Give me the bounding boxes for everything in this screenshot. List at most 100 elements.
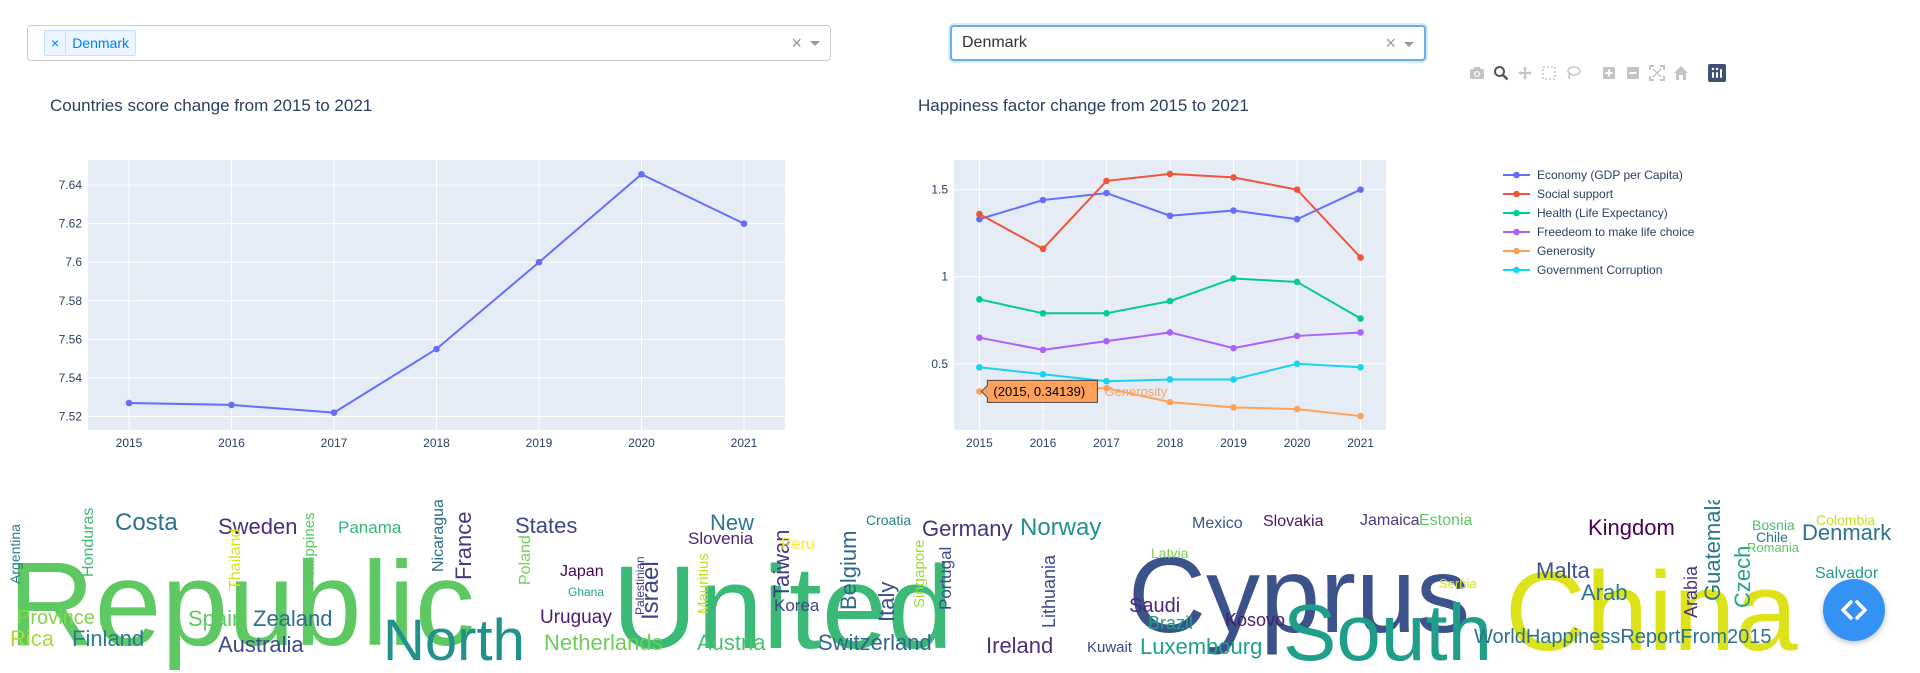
word-cloud-word: Malta bbox=[1536, 558, 1591, 583]
chevron-down-icon[interactable] bbox=[810, 41, 820, 46]
x-tick-label: 2016 bbox=[218, 436, 245, 450]
y-tick-label: 7.64 bbox=[59, 178, 83, 192]
data-point bbox=[1230, 275, 1237, 282]
word-cloud-word: South bbox=[1283, 588, 1492, 673]
selected-country-chip: × Denmark bbox=[44, 30, 136, 56]
word-cloud-word: Arab bbox=[1581, 580, 1627, 605]
hover-box bbox=[980, 379, 1098, 403]
country-select[interactable]: Denmark × bbox=[950, 25, 1426, 61]
x-tick-label: 2018 bbox=[1157, 436, 1184, 450]
reset-axes-icon[interactable] bbox=[1672, 64, 1690, 82]
clear-icon[interactable]: × bbox=[791, 32, 802, 53]
y-tick-label: 1 bbox=[941, 270, 948, 284]
chart-title: Countries score change from 2015 to 2021 bbox=[50, 96, 372, 115]
tick-labels: 2015 2016 2017 2018 2019 2020 2021 7.52 7.54 7.56… bbox=[59, 178, 758, 450]
code-toggle-button[interactable] bbox=[1823, 579, 1885, 641]
zoom-icon[interactable] bbox=[1492, 64, 1510, 82]
data-point bbox=[1230, 174, 1237, 181]
data-point bbox=[976, 215, 983, 223]
hover-tooltip: (2015, 0.34139) Generosity bbox=[980, 379, 1168, 403]
word-cloud-word: Honduras bbox=[80, 508, 97, 577]
data-point bbox=[1357, 315, 1364, 322]
autoscale-icon[interactable] bbox=[1648, 64, 1666, 82]
word-cloud-word: Slovenia bbox=[688, 529, 754, 548]
legend-item-label: Social support bbox=[1537, 187, 1614, 201]
factor-change-chart: Happiness factor change from 2015 to 202… bbox=[918, 96, 1695, 450]
data-point bbox=[1230, 376, 1237, 383]
word-cloud-word: Australia bbox=[218, 632, 304, 657]
word-cloud-word: Republic bbox=[8, 537, 475, 671]
word-cloud-word: Spain bbox=[188, 606, 244, 631]
y-tick-label: 7.6 bbox=[65, 255, 82, 269]
word-cloud-word: Panama bbox=[338, 518, 402, 537]
word-cloud-word: China bbox=[1505, 549, 1798, 673]
data-point bbox=[330, 409, 338, 416]
clear-icon[interactable]: × bbox=[1385, 32, 1396, 53]
word-cloud-word: Rica bbox=[10, 626, 55, 651]
word-cloud-word: Guatemala bbox=[1700, 500, 1725, 601]
word-cloud-word: WorldHappinessReportFrom2015 bbox=[1474, 626, 1772, 648]
box-select-icon[interactable] bbox=[1540, 64, 1558, 82]
score-change-chart: Countries score change from 2015 to 2021… bbox=[50, 96, 785, 450]
data-point bbox=[1230, 344, 1237, 352]
data-point bbox=[976, 334, 983, 341]
chart-title: Happiness factor change from 2015 to 202… bbox=[918, 96, 1249, 115]
legend-swatch-marker bbox=[1513, 266, 1520, 274]
word-cloud-word: Lithuania bbox=[1039, 554, 1059, 628]
word-cloud-word: United bbox=[612, 542, 953, 673]
word-cloud-word: Netherlands bbox=[544, 630, 663, 655]
data-point bbox=[1103, 377, 1110, 385]
legend-item-label: Freedeom to make life choice bbox=[1537, 225, 1695, 239]
word-cloud-word: Slovakia bbox=[1263, 513, 1324, 530]
data-point bbox=[535, 258, 543, 266]
word-cloud-word: Philippines bbox=[301, 512, 318, 585]
series-points bbox=[976, 170, 1364, 420]
word-cloud-word: Palestinian bbox=[633, 556, 647, 615]
legend-item-label: Generosity bbox=[1537, 244, 1595, 258]
word-cloud-word: Japan bbox=[560, 563, 604, 580]
country-multi-select[interactable]: × Denmark × bbox=[27, 25, 831, 61]
data-point bbox=[976, 210, 983, 218]
word-cloud-word: Italy bbox=[874, 582, 899, 622]
pan-icon[interactable] bbox=[1516, 64, 1534, 82]
word-cloud-word: Poland bbox=[517, 535, 534, 585]
word-cloud-word: Cyprus bbox=[1128, 534, 1470, 655]
word-cloud-word: Switzerland bbox=[818, 630, 932, 655]
word-cloud-word: Estonia bbox=[1419, 512, 1472, 529]
data-point bbox=[1166, 297, 1174, 305]
data-point bbox=[1357, 363, 1364, 371]
x-tick-label: 2018 bbox=[423, 436, 450, 450]
word-cloud-word: Ireland bbox=[986, 633, 1053, 658]
legend-item-label: Economy (GDP per Capita) bbox=[1537, 168, 1683, 182]
data-point bbox=[1039, 346, 1047, 354]
zoom-out-icon[interactable] bbox=[1624, 64, 1642, 82]
word-cloud-word: Peru bbox=[781, 536, 815, 553]
remove-chip-icon[interactable]: × bbox=[45, 32, 67, 54]
word-cloud-word: Belgium bbox=[836, 531, 861, 610]
x-tick-label: 2021 bbox=[731, 436, 758, 450]
data-point bbox=[1357, 412, 1364, 420]
word-cloud-word: Salvador bbox=[1815, 565, 1879, 582]
word-cloud-word: Mauritius bbox=[695, 553, 712, 614]
y-tick-label: 7.54 bbox=[59, 371, 83, 385]
legend-swatch-marker bbox=[1513, 171, 1520, 179]
zoom-in-icon[interactable] bbox=[1600, 64, 1618, 82]
x-tick-label: 2021 bbox=[1347, 436, 1374, 450]
word-cloud-word: New bbox=[710, 510, 754, 535]
lasso-select-icon[interactable] bbox=[1564, 64, 1582, 82]
word-cloud-word: Kosovo bbox=[1225, 610, 1285, 630]
word-cloud-word: Brazil bbox=[1148, 613, 1193, 633]
data-point bbox=[1039, 196, 1047, 204]
word-cloud-word: Zealand bbox=[253, 606, 333, 631]
camera-icon[interactable] bbox=[1468, 64, 1486, 82]
data-point bbox=[1103, 384, 1110, 392]
plotly-logo-icon[interactable] bbox=[1708, 64, 1726, 82]
data-point bbox=[1166, 170, 1174, 178]
x-tick-label: 2015 bbox=[116, 436, 143, 450]
word-cloud-word: Kingdom bbox=[1588, 515, 1675, 540]
chevron-down-icon[interactable] bbox=[1404, 42, 1414, 47]
tick-labels: 2015 2016 2017 2018 2019 2020 2021 0.5 1 1.5 bbox=[931, 183, 1374, 450]
y-tick-label: 0.5 bbox=[931, 357, 948, 371]
data-point bbox=[1166, 376, 1174, 383]
data-point bbox=[1230, 404, 1237, 411]
